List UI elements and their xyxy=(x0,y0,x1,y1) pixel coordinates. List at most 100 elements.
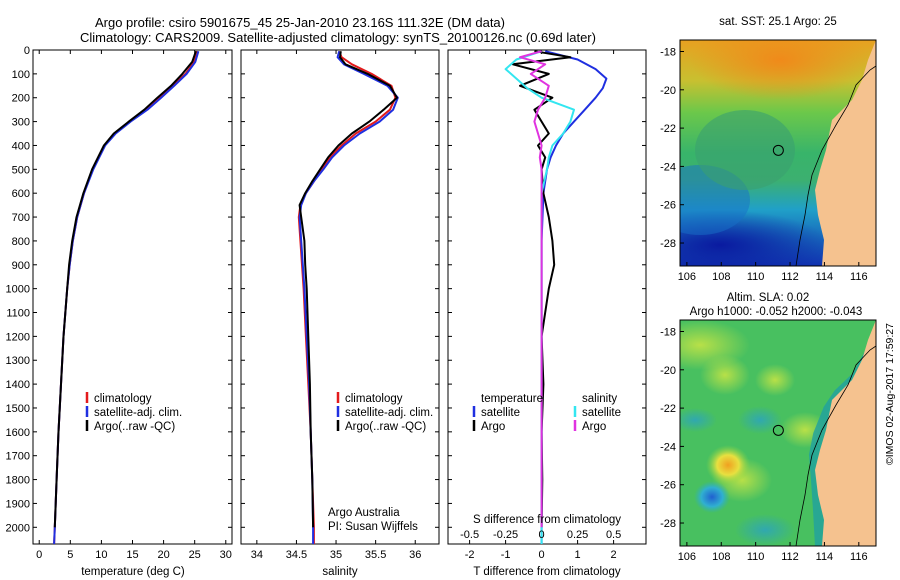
map-xtick-label: 106 xyxy=(678,271,696,283)
map-xtick-label: 110 xyxy=(747,551,765,563)
map-xtick-label: 116 xyxy=(850,551,868,563)
ytick-label: 800 xyxy=(12,236,30,248)
legend-label-climatology: climatology xyxy=(345,393,403,405)
ytick-label: 200 xyxy=(12,93,30,105)
xtick-label: 35.5 xyxy=(365,549,386,561)
xtick-label: -2 xyxy=(465,549,475,561)
temperature-xlabel: temperature (deg C) xyxy=(81,566,185,578)
map-xtick-label: 106 xyxy=(678,551,696,563)
map-xtick-label: 110 xyxy=(747,271,765,283)
xtick-label: 30 xyxy=(220,549,232,561)
series-line-argo-raw-qc- xyxy=(298,51,398,528)
xtick-label: 0 xyxy=(36,549,42,561)
series-line-argo-raw-qc- xyxy=(53,50,197,528)
map-xtick-label: 112 xyxy=(781,271,799,283)
difference-panel-frame xyxy=(447,49,647,545)
salinity-legend: climatology satellite-adj. clim. Argo(..… xyxy=(328,392,433,533)
xtick-label: 20 xyxy=(157,549,169,561)
map-xtick-label: 108 xyxy=(712,551,730,563)
ytick-label: 900 xyxy=(12,260,30,272)
series-line-t-satellite xyxy=(540,50,608,544)
map-ytick-label: -18 xyxy=(660,46,676,58)
ytick-label: 1300 xyxy=(6,355,30,367)
map-ytick-label: -22 xyxy=(660,403,676,415)
sst-map-title: sat. SST: 25.1 Argo: 25 xyxy=(719,16,837,28)
xtick-label: 25 xyxy=(189,549,201,561)
salinity-panel-frame xyxy=(240,49,440,545)
legend-title-temperature: temperature xyxy=(481,393,543,405)
series-line-satellite-adj-clim- xyxy=(298,50,399,544)
series-line-satellite-adj-clim- xyxy=(53,50,200,545)
ytick-label: 1800 xyxy=(6,475,30,487)
ytick-label: 1000 xyxy=(6,284,30,296)
legend-label-argo: Argo(..raw -QC) xyxy=(345,421,426,433)
xtick-label: -1 xyxy=(501,549,511,561)
map-ytick-label: -20 xyxy=(660,365,676,377)
ytick-label: 1500 xyxy=(6,403,30,415)
sla-map-subtitle: Argo h1000: -0.052 h2000: -0.043 xyxy=(690,306,863,318)
series-line-s-satellite xyxy=(504,50,575,544)
legend-title-salinity: salinity xyxy=(582,393,617,405)
xtick-label: 0 xyxy=(539,549,545,561)
xtick-label: 34.5 xyxy=(286,549,307,561)
map-xtick-label: 108 xyxy=(712,271,730,283)
legend-label-t-argo: Argo xyxy=(481,421,505,433)
argo-float-marker xyxy=(772,424,784,436)
legend-label-t-satellite: satellite xyxy=(481,407,520,419)
salinity-plot: 34 34.5 35 35.5 36 xyxy=(241,49,439,561)
difference-legend: temperature satellite Argo salinity sate… xyxy=(472,393,621,433)
land-mass xyxy=(815,40,876,266)
xtick-label: 36 xyxy=(409,549,421,561)
s-tick-label: 0.25 xyxy=(567,529,588,541)
xtick-label: 15 xyxy=(126,549,138,561)
ytick-label: 700 xyxy=(12,212,30,224)
map-ytick-label: -28 xyxy=(660,518,676,530)
ytick-label: 300 xyxy=(12,117,30,129)
series-line-climatology xyxy=(297,50,397,544)
ytick-label: 0 xyxy=(24,45,30,57)
sst-map-frame xyxy=(679,39,877,267)
map-xtick-label: 112 xyxy=(781,551,799,563)
map-xtick-label: 114 xyxy=(816,271,834,283)
temperature-panel-frame xyxy=(32,49,233,545)
ytick-label: 600 xyxy=(12,188,30,200)
map-ytick-label: -28 xyxy=(660,238,676,250)
legend-label-satellite: satellite-adj. clim. xyxy=(345,407,433,419)
ytick-label: 1700 xyxy=(6,451,30,463)
diff-s-xlabel: S difference from climatology xyxy=(473,514,621,526)
xtick-label: 34 xyxy=(251,549,263,561)
s-tick-label: -0.25 xyxy=(493,529,518,541)
header-line1: Argo profile: csiro 5901675_45 25-Jan-20… xyxy=(95,15,505,30)
map-xtick-label: 116 xyxy=(850,271,868,283)
xtick-label: 10 xyxy=(95,549,107,561)
difference-plot: -2 -1 0 1 2 -0.5 -0.25 0 0.25 0.5 xyxy=(448,49,646,561)
ytick-label: 1900 xyxy=(6,498,30,510)
legend-label-satellite: satellite-adj. clim. xyxy=(94,407,182,419)
xtick-label: 2 xyxy=(611,549,617,561)
salinity-xlabel: salinity xyxy=(322,566,357,578)
imos-credit: ©IMOS 02-Aug-2017 17:59:27 xyxy=(884,323,896,465)
argo-float-marker xyxy=(772,144,784,156)
sla-map-frame xyxy=(679,319,877,547)
ytick-label: 1100 xyxy=(6,308,30,320)
legend-label-s-argo: Argo xyxy=(582,421,606,433)
xtick-label: 1 xyxy=(575,549,581,561)
map-ytick-label: -18 xyxy=(660,326,676,338)
sst-map-image xyxy=(680,40,876,266)
bathymetry-contour xyxy=(795,345,876,546)
diff-t-xlabel: T difference from climatology xyxy=(473,566,620,578)
legend-label-s-satellite: satellite xyxy=(582,407,621,419)
s-tick-label: 0.5 xyxy=(606,529,621,541)
map-ytick-label: -26 xyxy=(660,200,676,212)
ytick-label: 1400 xyxy=(6,379,30,391)
legend-label-argo: Argo(..raw -QC) xyxy=(94,421,175,433)
map-ytick-label: -20 xyxy=(660,85,676,97)
s-tick-label: -0.5 xyxy=(460,529,479,541)
ytick-label: 1200 xyxy=(6,331,30,343)
map-xtick-label: 114 xyxy=(816,551,834,563)
ytick-label: 100 xyxy=(12,69,30,81)
sla-map-title: Altim. SLA: 0.02 xyxy=(727,292,809,304)
s-tick-label: 0 xyxy=(539,529,545,541)
credit-pi: PI: Susan Wijffels xyxy=(328,521,418,533)
map-ytick-label: -26 xyxy=(660,480,676,492)
